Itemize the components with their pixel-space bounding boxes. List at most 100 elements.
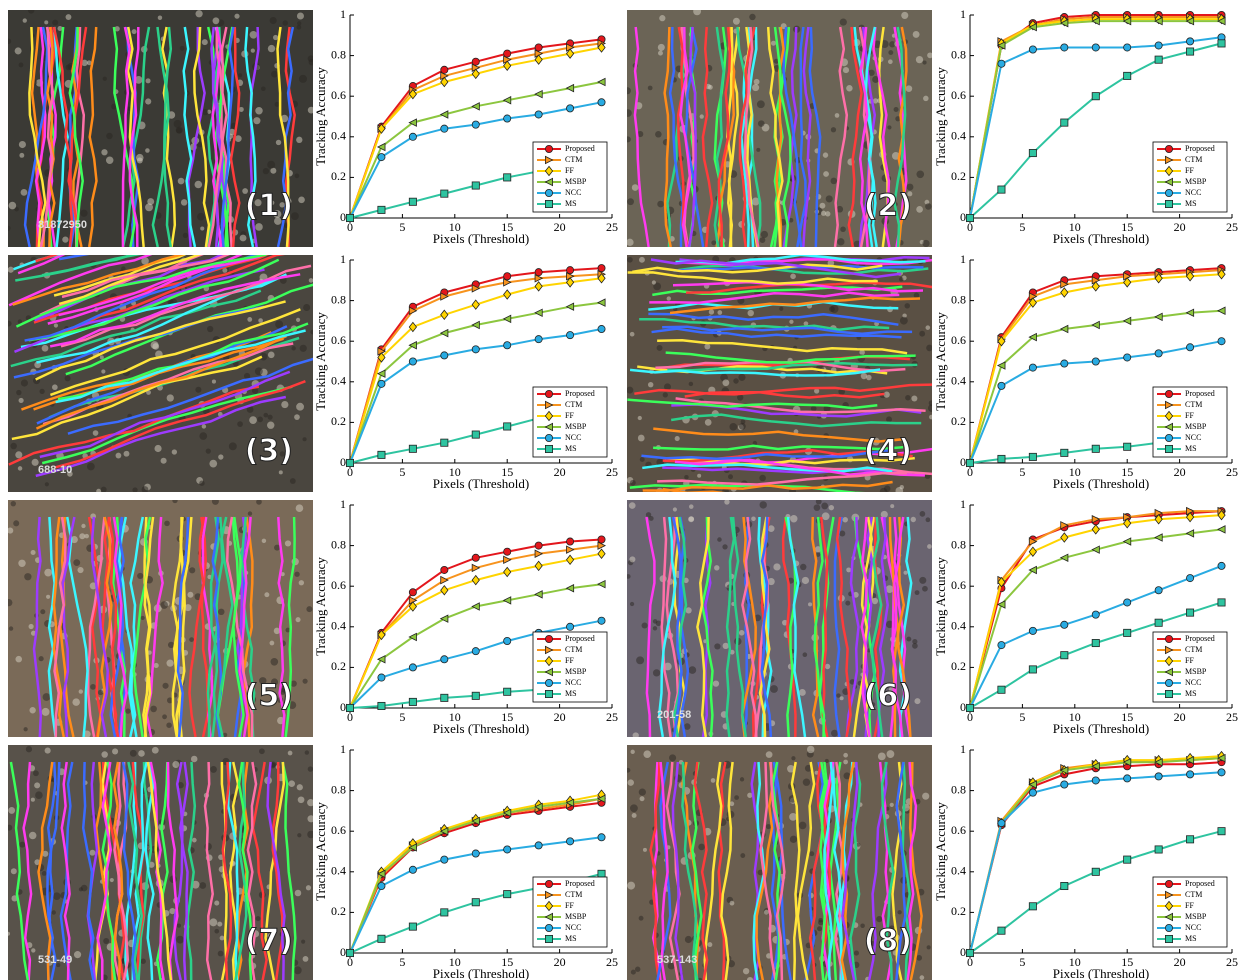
track — [176, 516, 190, 737]
crowd-dot — [134, 76, 143, 84]
marker — [534, 549, 544, 558]
crowd-dot — [200, 226, 205, 231]
track — [853, 26, 878, 247]
crowd-dot — [895, 116, 901, 122]
crowd-dot — [184, 604, 192, 612]
track — [121, 26, 151, 247]
marker — [966, 949, 975, 958]
crowd-dot — [100, 486, 107, 492]
crowd-dot — [145, 98, 152, 105]
crowd-dot — [89, 582, 97, 590]
y-tick-label: 0.2 — [331, 169, 346, 183]
track — [813, 516, 826, 737]
crowd-dot — [629, 479, 636, 486]
crowd-dot — [8, 201, 17, 210]
marker — [565, 798, 575, 808]
track — [672, 516, 688, 737]
crowd-dot — [228, 442, 237, 451]
crowd-dot — [44, 747, 51, 754]
marker — [1123, 518, 1132, 529]
track — [648, 312, 899, 326]
crowd-dot — [46, 594, 51, 599]
crowd-dot — [15, 655, 23, 663]
crowd-dot — [297, 796, 305, 804]
legend-label: FF — [565, 411, 574, 420]
track — [203, 761, 214, 980]
crowd-dot — [269, 640, 275, 646]
marker — [503, 173, 512, 182]
y-tick-label: 0.4 — [951, 129, 966, 143]
track — [65, 516, 89, 737]
track — [284, 26, 296, 247]
crowd-dot — [166, 394, 174, 402]
crowd-dot — [190, 755, 198, 763]
track — [750, 761, 760, 980]
track — [641, 448, 892, 461]
track — [860, 516, 871, 737]
crowd-dot — [876, 915, 883, 923]
track — [808, 26, 822, 247]
marker — [997, 335, 1006, 347]
crowd-dot — [145, 78, 151, 84]
marker — [377, 882, 386, 891]
marker — [1091, 320, 1100, 330]
marker — [503, 114, 512, 123]
crowd-dot — [20, 188, 28, 196]
crowd-dot — [885, 585, 894, 594]
crowd-dot — [296, 12, 304, 20]
crowd-dot — [724, 500, 730, 505]
track — [796, 26, 807, 247]
marker — [502, 808, 512, 818]
marker — [544, 410, 554, 422]
crowd-dot — [904, 303, 910, 309]
crowd-dot — [814, 388, 820, 394]
crowd-dot — [112, 748, 119, 755]
crowd-dot — [759, 237, 766, 243]
crowd-dot — [804, 764, 812, 772]
crowd-dot — [887, 125, 892, 130]
crowd-dot — [17, 466, 23, 471]
crowd-dot — [754, 614, 762, 622]
track — [629, 368, 881, 377]
crowd-dot — [756, 100, 765, 109]
x-axis-label: Pixels (Threshold) — [1053, 231, 1149, 246]
crowd-dot — [261, 86, 266, 92]
marker — [1154, 55, 1163, 64]
y-tick-label: 0.4 — [331, 374, 346, 388]
marker — [440, 189, 449, 198]
crowd-dot — [296, 402, 304, 411]
crowd-dot — [274, 101, 280, 107]
crowd-dot — [883, 391, 890, 398]
x-tick-label: 0 — [967, 955, 973, 969]
crowd-dot — [830, 305, 839, 313]
y-tick-label: 0.2 — [331, 904, 346, 918]
marker — [1164, 655, 1174, 667]
marker — [1217, 509, 1226, 521]
crowd-dot — [30, 797, 35, 802]
marker — [1059, 766, 1069, 775]
marker — [534, 541, 543, 550]
y-tick-label: 0 — [960, 210, 966, 224]
track — [229, 26, 241, 247]
marker — [345, 458, 354, 467]
marker — [1185, 308, 1195, 318]
crowd-dot — [35, 791, 43, 799]
track — [841, 761, 859, 980]
crowd-dot — [288, 701, 297, 710]
crowd-dot — [765, 824, 771, 830]
crowd-dot — [293, 966, 302, 975]
crowd-dot — [729, 900, 735, 906]
marker — [544, 667, 553, 677]
crowd-dot — [929, 414, 932, 420]
crowd-dot — [803, 321, 809, 326]
crowd-dot — [656, 344, 663, 351]
y-axis-label: Tracking Accuracy — [313, 557, 328, 656]
crowd-dot — [663, 383, 671, 391]
crowd-dot — [926, 945, 931, 950]
y-tick-label: 0.2 — [331, 659, 346, 673]
crowd-dot — [823, 171, 829, 177]
track — [808, 761, 825, 980]
x-tick-label: 25 — [606, 710, 618, 724]
tracks — [627, 10, 932, 247]
crowd-dot — [658, 50, 663, 56]
